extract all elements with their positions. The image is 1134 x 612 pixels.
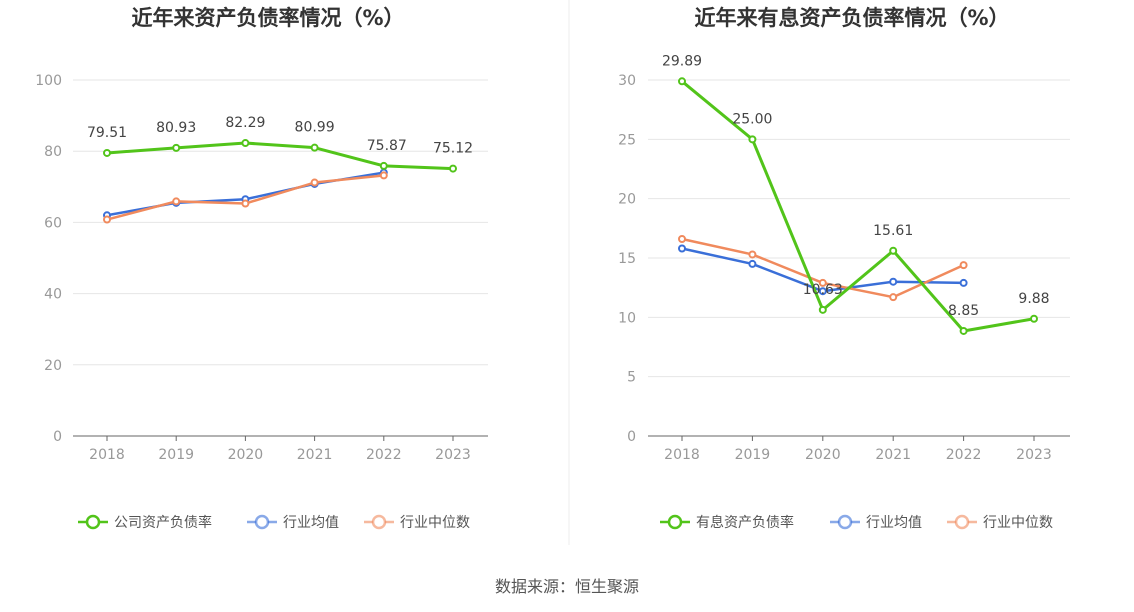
data-label: 15.61 xyxy=(873,223,913,239)
data-point xyxy=(379,161,388,170)
x-tick-label: 2023 xyxy=(435,447,471,463)
data-label: 8.85 xyxy=(948,303,979,319)
x-tick-label: 2018 xyxy=(89,447,125,463)
data-label: 82.29 xyxy=(225,115,265,131)
data-point xyxy=(748,250,757,259)
data-point xyxy=(678,77,686,86)
legend-swatch-marker xyxy=(954,514,970,530)
x-tick-label: 2021 xyxy=(875,447,911,463)
data-label: 9.88 xyxy=(1018,291,1049,307)
data-label: 75.12 xyxy=(433,141,473,157)
legend-swatch-marker xyxy=(837,514,853,530)
data-label: 79.51 xyxy=(87,125,127,141)
data-label: 25.00 xyxy=(732,111,772,127)
x-tick-label: 2019 xyxy=(735,447,771,463)
y-tick-label: 20 xyxy=(44,358,62,374)
data-point xyxy=(959,261,968,270)
y-tick-label: 30 xyxy=(618,73,636,89)
data-point xyxy=(818,287,827,296)
legend-swatch-marker xyxy=(85,514,101,530)
data-point xyxy=(748,259,757,268)
data-label: 80.99 xyxy=(295,120,335,136)
x-tick-label: 2021 xyxy=(297,447,333,463)
x-tick-label: 2018 xyxy=(664,447,700,463)
data-point xyxy=(310,143,319,152)
legend-label: 行业均值 xyxy=(283,515,339,531)
chart-interest-bearing-debt-ratio: 近年来有息资产负债率情况（%） 0 5 10 15 20 25 30 2018 2019 2020 2… xyxy=(618,6,1070,531)
x-tick-label: 2022 xyxy=(366,447,402,463)
legend-label: 行业中位数 xyxy=(983,515,1053,531)
data-point xyxy=(449,164,457,173)
data-point xyxy=(818,278,827,287)
data-point xyxy=(103,215,111,224)
data-point xyxy=(889,293,898,302)
data-point xyxy=(678,244,686,253)
data-label: 10.63 xyxy=(803,282,843,298)
data-point xyxy=(678,235,686,244)
legend-swatch-marker xyxy=(667,514,683,530)
y-tick-label: 80 xyxy=(44,144,62,160)
legend-label: 公司资产负债率 xyxy=(114,514,212,531)
chart-debt-ratio: 近年来资产负债率情况（%） 0 20 40 60 80 100 2018 2019 2020 202… xyxy=(35,6,488,531)
y-tick-label: 25 xyxy=(618,132,636,148)
x-tick-label: 2020 xyxy=(228,447,264,463)
data-point xyxy=(889,277,898,286)
x-tick-label: 2023 xyxy=(1016,447,1052,463)
x-tick-label: 2022 xyxy=(946,447,982,463)
legend-swatch-marker xyxy=(254,514,270,530)
legend-label: 行业均值 xyxy=(866,515,922,531)
x-tick-label: 2020 xyxy=(805,447,841,463)
data-point xyxy=(172,143,181,152)
y-tick-label: 60 xyxy=(44,215,62,231)
data-point xyxy=(1030,314,1038,323)
legend-label: 行业中位数 xyxy=(400,515,470,531)
data-label: 75.87 xyxy=(367,138,407,154)
data-point xyxy=(103,148,111,157)
y-tick-label: 0 xyxy=(53,429,62,445)
data-point xyxy=(818,305,827,314)
data-point xyxy=(959,278,968,287)
data-label: 29.89 xyxy=(662,53,702,69)
y-tick-label: 40 xyxy=(44,287,62,303)
data-point xyxy=(172,197,181,206)
chart-title: 近年来资产负债率情况（%） xyxy=(131,6,404,30)
data-point xyxy=(959,326,968,335)
data-point xyxy=(889,246,898,255)
x-tick-label: 2019 xyxy=(158,447,194,463)
y-tick-label: 100 xyxy=(35,73,62,89)
legend-swatch-marker xyxy=(371,514,387,530)
series-line xyxy=(106,141,454,171)
series-line xyxy=(681,80,1035,333)
legend-label: 有息资产负债率 xyxy=(696,514,794,531)
y-tick-label: 5 xyxy=(627,370,636,386)
data-point xyxy=(379,171,388,180)
data-point xyxy=(241,139,250,148)
y-tick-label: 0 xyxy=(627,429,636,445)
data-point xyxy=(748,135,757,144)
y-tick-label: 15 xyxy=(618,251,636,267)
y-tick-label: 10 xyxy=(618,310,636,326)
data-source-note: 数据来源：恒生聚源 xyxy=(495,577,639,596)
data-point xyxy=(310,178,319,187)
y-tick-label: 20 xyxy=(618,192,636,208)
chart-title: 近年来有息资产负债率情况（%） xyxy=(694,6,1009,30)
data-label: 80.93 xyxy=(156,120,196,136)
data-point xyxy=(241,199,250,208)
